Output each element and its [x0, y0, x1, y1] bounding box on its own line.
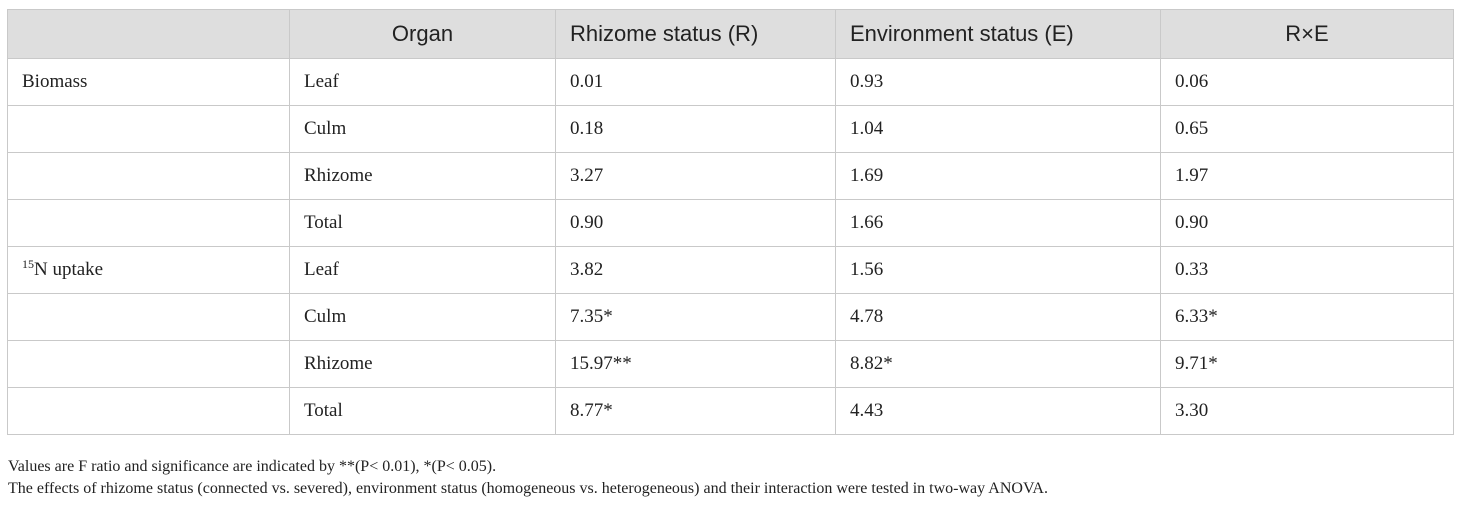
header-cell-interaction: R×E [1160, 9, 1454, 59]
rhizome-value-cell: 15.97** [555, 340, 836, 388]
rhizome-value-cell: 0.18 [555, 105, 836, 153]
group-cell [7, 199, 290, 247]
header-cell-group [7, 9, 290, 59]
header-cell-rhizome-status: Rhizome status (R) [555, 9, 836, 59]
rhizome-value-cell: 7.35* [555, 293, 836, 341]
header-cell-environment-status: Environment status (E) [835, 9, 1161, 59]
group-label: Biomass [22, 71, 88, 92]
organ-cell: Leaf [289, 246, 556, 294]
interaction-value-cell: 0.33 [1160, 246, 1454, 294]
organ-cell: Culm [289, 293, 556, 341]
group-cell [7, 387, 290, 435]
organ-cell: Total [289, 387, 556, 435]
header-row: Organ Rhizome status (R) Environment sta… [7, 9, 1454, 59]
table-row: Culm 7.35* 4.78 6.33* [7, 293, 1454, 341]
group-cell [7, 293, 290, 341]
rhizome-value-cell: 0.90 [555, 199, 836, 247]
footnote-method: The effects of rhizome status (connected… [8, 480, 1048, 497]
group-cell [7, 152, 290, 200]
interaction-value-cell: 0.06 [1160, 58, 1454, 106]
table-row: Rhizome 3.27 1.69 1.97 [7, 152, 1454, 200]
environment-value-cell: 8.82* [835, 340, 1161, 388]
organ-cell: Rhizome [289, 340, 556, 388]
environment-value-cell: 1.69 [835, 152, 1161, 200]
table-row: Total 0.90 1.66 0.90 [7, 199, 1454, 247]
organ-cell: Leaf [289, 58, 556, 106]
environment-value-cell: 1.56 [835, 246, 1161, 294]
rhizome-value-cell: 0.01 [555, 58, 836, 106]
environment-value-cell: 4.78 [835, 293, 1161, 341]
table-row: Biomass Leaf 0.01 0.93 0.06 [7, 58, 1454, 106]
environment-value-cell: 1.66 [835, 199, 1161, 247]
group-cell: Biomass [7, 58, 290, 106]
rhizome-value-cell: 3.27 [555, 152, 836, 200]
group-cell [7, 340, 290, 388]
organ-cell: Rhizome [289, 152, 556, 200]
group-cell [7, 105, 290, 153]
table-row: Total 8.77* 4.43 3.30 [7, 387, 1454, 435]
group-superscript: 15 [22, 257, 34, 271]
environment-value-cell: 4.43 [835, 387, 1161, 435]
table-row: Rhizome 15.97** 8.82* 9.71* [7, 340, 1454, 388]
interaction-value-cell: 6.33* [1160, 293, 1454, 341]
interaction-value-cell: 9.71* [1160, 340, 1454, 388]
table-header: Organ Rhizome status (R) Environment sta… [7, 9, 1454, 59]
interaction-value-cell: 0.65 [1160, 105, 1454, 153]
interaction-value-cell: 1.97 [1160, 152, 1454, 200]
table-footnotes: Values are F ratio and significance are … [8, 456, 1048, 500]
group-label: N uptake [34, 259, 104, 280]
group-cell: 15N uptake [7, 246, 290, 294]
header-cell-organ: Organ [289, 9, 556, 59]
interaction-value-cell: 3.30 [1160, 387, 1454, 435]
table-body: Biomass Leaf 0.01 0.93 0.06 Culm 0.18 1.… [7, 58, 1454, 435]
rhizome-value-cell: 3.82 [555, 246, 836, 294]
table-row: 15N uptake Leaf 3.82 1.56 0.33 [7, 246, 1454, 294]
anova-table: Organ Rhizome status (R) Environment sta… [7, 9, 1454, 435]
table-row: Culm 0.18 1.04 0.65 [7, 105, 1454, 153]
organ-cell: Culm [289, 105, 556, 153]
organ-cell: Total [289, 199, 556, 247]
environment-value-cell: 0.93 [835, 58, 1161, 106]
interaction-value-cell: 0.90 [1160, 199, 1454, 247]
environment-value-cell: 1.04 [835, 105, 1161, 153]
rhizome-value-cell: 8.77* [555, 387, 836, 435]
footnote-significance: Values are F ratio and significance are … [8, 458, 497, 475]
